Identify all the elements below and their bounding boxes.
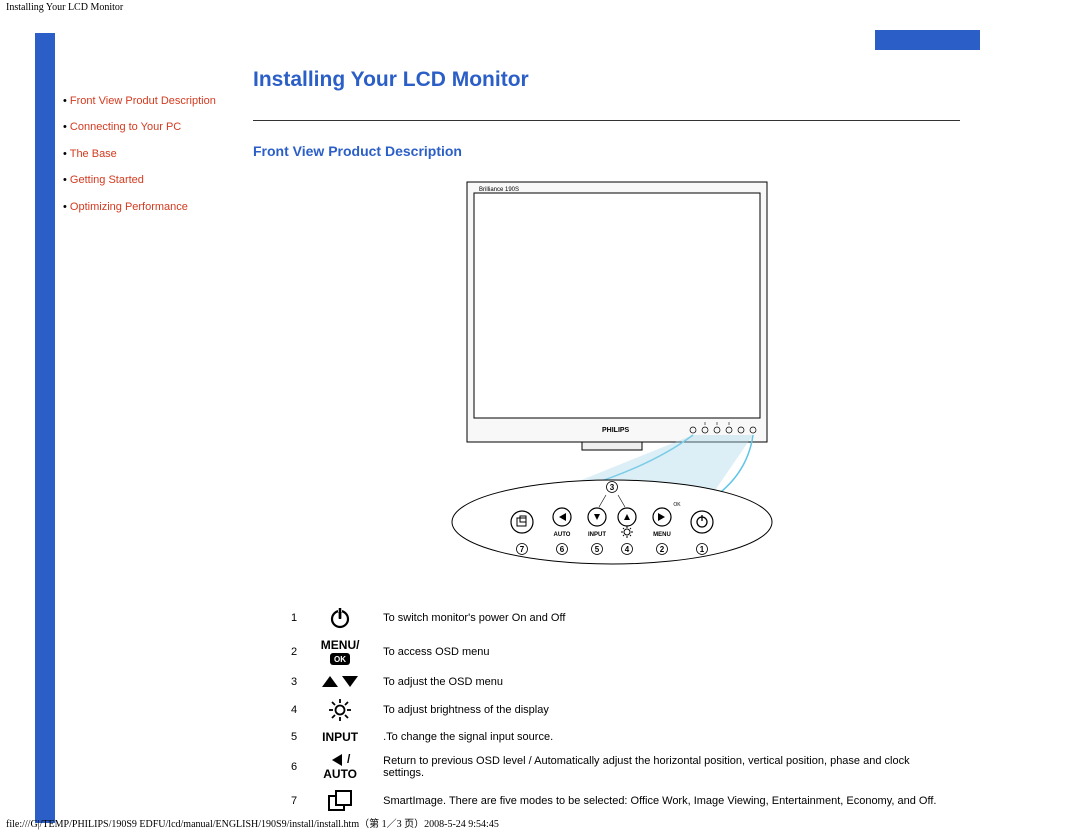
row-num: 5 (283, 726, 305, 748)
table-row: 1 To switch monitor's power On and Off (283, 602, 960, 634)
table-row: 2 MENU/ OK To access OSD menu (283, 634, 960, 670)
table-row: 7 SmartImage. There are five modes to be… (283, 785, 960, 817)
svg-text:2: 2 (659, 545, 664, 554)
row-num: 4 (283, 694, 305, 726)
svg-text:PHILIPS: PHILIPS (602, 427, 630, 434)
table-row: 6 / AUTO Return to previous OSD level / … (283, 748, 960, 785)
svg-text:MENU: MENU (653, 532, 671, 538)
svg-text:OK: OK (673, 502, 681, 508)
sidebar-item-optimizing[interactable]: Optimizing Performance (63, 194, 253, 220)
main-content: Installing Your LCD Monitor Front View P… (253, 33, 1080, 823)
brightness-icon (305, 694, 375, 726)
row-num: 1 (283, 602, 305, 634)
row-desc: To switch monitor's power On and Off (375, 602, 960, 634)
row-num: 6 (283, 748, 305, 785)
smartimage-icon (305, 785, 375, 817)
sidebar-item-connecting[interactable]: Connecting to Your PC (63, 114, 253, 140)
divider (253, 120, 960, 121)
monitor-diagram: Brilliance 190S PHILIPS (253, 177, 960, 572)
svg-text:AUTO: AUTO (553, 532, 570, 538)
menu-ok-icon: MENU/ OK (305, 634, 375, 670)
row-num: 7 (283, 785, 305, 817)
svg-text:Brilliance 190S: Brilliance 190S (479, 187, 519, 193)
svg-text:4: 4 (624, 545, 629, 554)
table-row: 3 To adjust the OSD menu (283, 670, 960, 694)
input-label-icon: INPUT (305, 726, 375, 748)
sidebar-item-front-view[interactable]: Front View Produt Description (63, 88, 253, 114)
table-row: 4 To adjust brightness of the display (283, 694, 960, 726)
row-desc: To access OSD menu (375, 634, 960, 670)
svg-text:7: 7 (519, 545, 524, 554)
svg-text:3: 3 (609, 483, 614, 492)
row-desc: To adjust the OSD menu (375, 670, 960, 694)
row-desc: SmartImage. There are five modes to be s… (375, 785, 960, 817)
power-icon (305, 602, 375, 634)
row-desc: Return to previous OSD level / Automatic… (375, 748, 960, 785)
up-down-triangles-icon (305, 670, 375, 694)
section-title: Front View Product Description (253, 143, 960, 159)
page-title: Installing Your LCD Monitor (253, 68, 960, 92)
row-desc: To adjust brightness of the display (375, 694, 960, 726)
svg-text:1: 1 (699, 545, 704, 554)
button-description-table: 1 To switch monitor's power On and Off 2… (283, 602, 960, 817)
sidebar-item-base[interactable]: The Base (63, 141, 253, 167)
footer-path: file:///G|/TEMP/PHILIPS/190S9 EDFU/lcd/m… (6, 815, 499, 830)
svg-text:5: 5 (594, 545, 599, 554)
svg-text:INPUT: INPUT (588, 532, 606, 538)
row-num: 3 (283, 670, 305, 694)
blue-strip (35, 33, 55, 823)
sidebar-item-getting-started[interactable]: Getting Started (63, 167, 253, 193)
sidebar: Front View Produt Description Connecting… (63, 33, 253, 823)
back-auto-icon: / AUTO (305, 748, 375, 785)
row-desc: .To change the signal input source. (375, 726, 960, 748)
svg-text:OK: OK (334, 655, 346, 664)
header-path: Installing Your LCD Monitor (0, 0, 1080, 15)
table-row: 5 INPUT .To change the signal input sour… (283, 726, 960, 748)
top-decor-bar (875, 30, 980, 50)
row-num: 2 (283, 634, 305, 670)
svg-text:6: 6 (559, 545, 564, 554)
